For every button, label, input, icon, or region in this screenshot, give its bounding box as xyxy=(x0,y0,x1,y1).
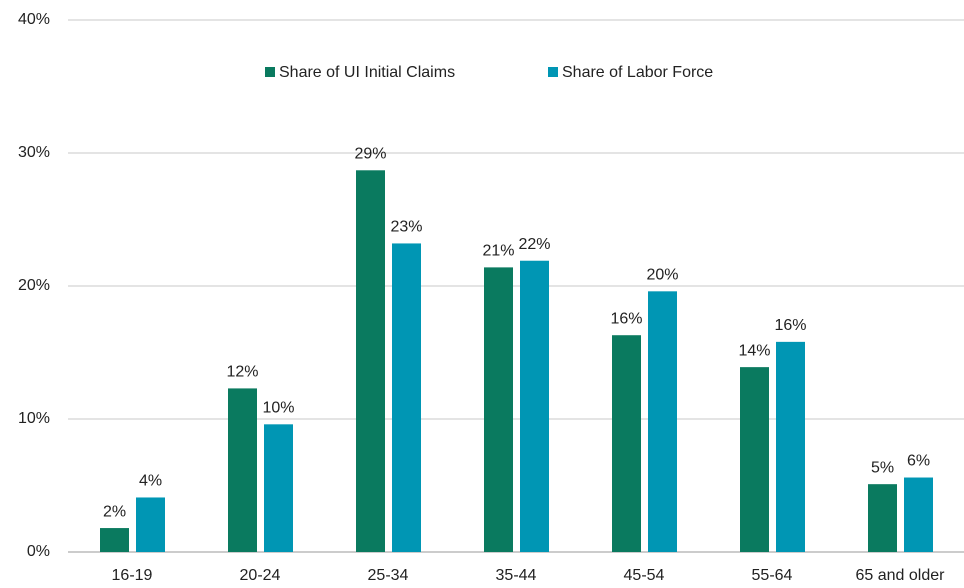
bar xyxy=(612,335,641,552)
x-tick-label: 20-24 xyxy=(240,567,281,584)
value-label: 23% xyxy=(390,219,422,236)
y-tick-label: 30% xyxy=(18,144,50,161)
bar xyxy=(868,484,897,552)
value-label: 22% xyxy=(518,236,550,253)
bar xyxy=(740,367,769,552)
bar xyxy=(648,291,677,552)
legend-swatch xyxy=(548,67,558,77)
bar xyxy=(392,243,421,552)
value-label: 29% xyxy=(354,146,386,163)
bar xyxy=(484,267,513,552)
x-tick-label: 35-44 xyxy=(496,567,537,584)
x-tick-label: 25-34 xyxy=(368,567,409,584)
bar xyxy=(776,341,805,552)
value-label: 12% xyxy=(226,364,258,381)
y-tick-label: 40% xyxy=(18,11,50,28)
legend-label: Share of Labor Force xyxy=(562,64,713,81)
value-label: 2% xyxy=(103,503,126,520)
x-tick-label: 45-54 xyxy=(624,567,665,584)
value-label: 16% xyxy=(610,310,642,327)
value-label: 4% xyxy=(139,473,162,490)
value-label: 6% xyxy=(907,453,930,470)
bar xyxy=(228,388,257,552)
bar xyxy=(904,477,933,552)
bar xyxy=(356,170,385,553)
value-label: 21% xyxy=(482,243,514,260)
x-tick-label: 16-19 xyxy=(112,567,153,584)
value-label: 10% xyxy=(262,400,294,417)
x-tick-label: 65 and older xyxy=(856,567,946,584)
bar xyxy=(100,528,129,552)
legend-label: Share of UI Initial Claims xyxy=(279,64,455,81)
y-tick-label: 0% xyxy=(27,543,50,560)
value-label: 14% xyxy=(738,342,770,359)
legend-swatch xyxy=(265,67,275,77)
value-label: 16% xyxy=(774,317,806,334)
bar xyxy=(136,497,165,552)
y-tick-label: 20% xyxy=(18,277,50,294)
value-label: 5% xyxy=(871,459,894,476)
bar xyxy=(520,260,549,552)
y-tick-label: 10% xyxy=(18,410,50,427)
value-label: 20% xyxy=(646,267,678,284)
bar xyxy=(264,424,293,552)
x-tick-label: 55-64 xyxy=(752,567,793,584)
